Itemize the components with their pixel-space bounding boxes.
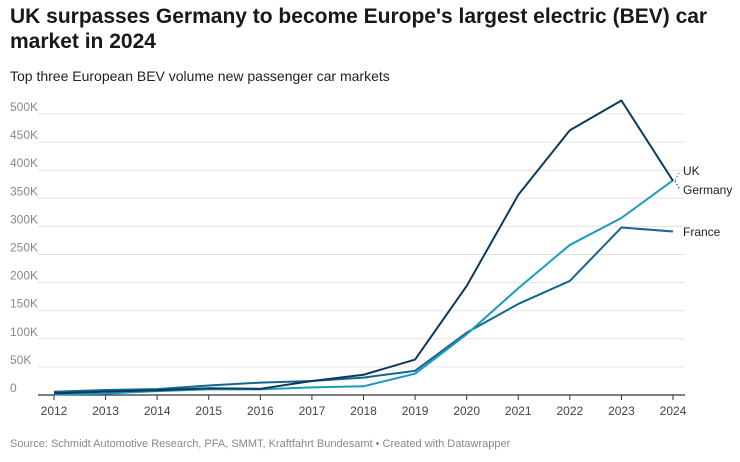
x-tick-label: 2014 xyxy=(144,404,171,418)
series-line-germany xyxy=(53,99,674,395)
chart-title: UK surpasses Germany to become Europe's … xyxy=(10,5,708,53)
series-line-france xyxy=(53,226,674,393)
y-tick-label: 350K xyxy=(10,184,38,198)
y-tick-label: 450K xyxy=(10,128,38,142)
x-tick-label: 2017 xyxy=(299,404,326,418)
y-tick-label: 200K xyxy=(10,269,38,283)
y-tick-label: 400K xyxy=(10,156,38,170)
series-line-uk xyxy=(53,179,674,396)
series-label-france: France xyxy=(683,225,721,239)
x-tick-label: 2018 xyxy=(350,404,377,418)
x-tick-label: 2023 xyxy=(608,404,635,418)
y-tick-label: 500K xyxy=(10,100,38,114)
x-tick-label: 2020 xyxy=(453,404,480,418)
source-note: Source: Schmidt Automotive Research, PFA… xyxy=(10,438,511,450)
chart-subtitle: Top three European BEV volume new passen… xyxy=(10,68,390,84)
x-tick-label: 2022 xyxy=(556,404,583,418)
x-tick-label: 2013 xyxy=(92,404,119,418)
x-tick-label: 2016 xyxy=(247,404,274,418)
y-tick-label: 0 xyxy=(10,381,17,395)
y-tick-label: 50K xyxy=(10,353,31,367)
x-tick-label: 2024 xyxy=(660,404,687,418)
x-tick-label: 2015 xyxy=(195,404,222,418)
y-tick-label: 300K xyxy=(10,212,38,226)
y-tick-label: 100K xyxy=(10,325,38,339)
x-tick-label: 2012 xyxy=(41,404,68,418)
label-leader xyxy=(674,170,681,181)
x-tick-label: 2019 xyxy=(402,404,429,418)
y-tick-label: 250K xyxy=(10,241,38,255)
x-tick-label: 2021 xyxy=(505,404,532,418)
series-label-uk: UK xyxy=(683,164,700,178)
label-leader xyxy=(674,180,681,191)
series-label-germany: Germany xyxy=(683,183,732,197)
y-tick-label: 150K xyxy=(10,297,38,311)
